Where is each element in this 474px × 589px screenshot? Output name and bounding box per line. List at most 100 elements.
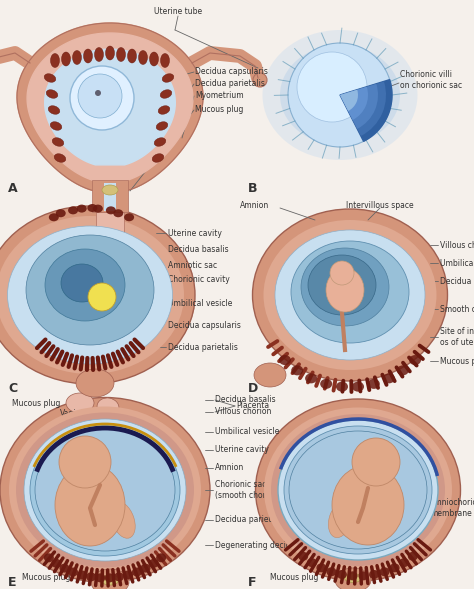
Ellipse shape <box>106 46 115 60</box>
Ellipse shape <box>352 382 364 392</box>
Ellipse shape <box>275 230 425 360</box>
Ellipse shape <box>76 369 114 397</box>
Ellipse shape <box>152 154 164 163</box>
Ellipse shape <box>48 105 60 114</box>
Ellipse shape <box>399 558 409 567</box>
Ellipse shape <box>101 575 119 585</box>
Ellipse shape <box>83 49 92 63</box>
Text: Uterine tube: Uterine tube <box>154 8 202 16</box>
Ellipse shape <box>161 54 170 68</box>
Ellipse shape <box>86 573 96 581</box>
Ellipse shape <box>326 268 364 312</box>
Ellipse shape <box>66 393 94 413</box>
Ellipse shape <box>105 573 115 583</box>
Ellipse shape <box>409 355 421 365</box>
Ellipse shape <box>254 363 286 387</box>
Circle shape <box>330 261 354 285</box>
Text: Mucous plug: Mucous plug <box>440 356 474 366</box>
Text: Intervillous space: Intervillous space <box>346 200 414 210</box>
Circle shape <box>59 436 111 488</box>
Ellipse shape <box>24 419 186 561</box>
Ellipse shape <box>0 206 195 384</box>
Ellipse shape <box>128 49 137 63</box>
Text: D: D <box>248 382 258 395</box>
Wedge shape <box>340 90 358 111</box>
Bar <box>104 183 116 211</box>
Text: A: A <box>8 181 18 194</box>
Ellipse shape <box>0 398 210 583</box>
Ellipse shape <box>75 204 86 213</box>
Ellipse shape <box>383 373 395 383</box>
Text: C: C <box>8 382 17 395</box>
Ellipse shape <box>68 567 78 577</box>
Text: Decidua parietalis: Decidua parietalis <box>195 80 265 88</box>
Polygon shape <box>340 80 392 141</box>
Text: Mucous plug: Mucous plug <box>270 574 319 583</box>
Ellipse shape <box>97 398 119 416</box>
Text: Decidua capsularis: Decidua capsularis <box>195 68 268 77</box>
Ellipse shape <box>336 382 348 392</box>
Bar <box>92 180 128 212</box>
Ellipse shape <box>94 48 103 61</box>
Circle shape <box>297 52 367 122</box>
Ellipse shape <box>114 573 124 581</box>
Circle shape <box>78 74 122 118</box>
Ellipse shape <box>51 54 60 68</box>
Text: Uterine cavity: Uterine cavity <box>215 445 269 455</box>
Ellipse shape <box>156 553 166 562</box>
Ellipse shape <box>95 573 105 583</box>
Circle shape <box>288 43 392 147</box>
Ellipse shape <box>358 571 368 580</box>
Ellipse shape <box>52 138 64 146</box>
Ellipse shape <box>328 502 352 538</box>
Ellipse shape <box>279 355 291 365</box>
Ellipse shape <box>291 365 303 375</box>
Text: Uterine cavity: Uterine cavity <box>168 229 222 237</box>
Ellipse shape <box>255 399 461 581</box>
Ellipse shape <box>278 420 438 560</box>
Ellipse shape <box>345 574 362 583</box>
Ellipse shape <box>111 502 135 538</box>
Ellipse shape <box>138 51 147 65</box>
Ellipse shape <box>280 45 400 145</box>
Ellipse shape <box>316 563 327 573</box>
Ellipse shape <box>44 553 54 562</box>
Text: Myometrium: Myometrium <box>195 91 244 101</box>
Ellipse shape <box>107 206 117 214</box>
Ellipse shape <box>263 30 418 160</box>
Text: Placenta: Placenta <box>236 402 269 411</box>
Text: Mucous plug: Mucous plug <box>22 574 70 583</box>
Ellipse shape <box>8 226 173 364</box>
Ellipse shape <box>390 563 400 573</box>
Ellipse shape <box>264 408 452 573</box>
Ellipse shape <box>62 52 71 66</box>
Ellipse shape <box>125 213 135 221</box>
Ellipse shape <box>0 216 184 374</box>
Ellipse shape <box>289 431 427 549</box>
Ellipse shape <box>102 185 118 195</box>
Text: Smooth chorion: Smooth chorion <box>440 305 474 313</box>
Ellipse shape <box>54 154 66 163</box>
Ellipse shape <box>253 209 447 381</box>
Ellipse shape <box>57 209 67 217</box>
Ellipse shape <box>284 426 432 554</box>
Ellipse shape <box>301 248 389 326</box>
Text: Decidua capsularis: Decidua capsularis <box>168 320 241 329</box>
Circle shape <box>70 66 134 130</box>
Ellipse shape <box>308 255 376 315</box>
Ellipse shape <box>16 412 194 567</box>
Circle shape <box>95 90 101 96</box>
Circle shape <box>352 438 400 486</box>
Ellipse shape <box>50 213 60 221</box>
Ellipse shape <box>368 379 380 389</box>
Ellipse shape <box>271 414 445 566</box>
Ellipse shape <box>94 204 104 213</box>
Text: Decidua basalis: Decidua basalis <box>215 395 275 405</box>
Ellipse shape <box>156 122 168 130</box>
Ellipse shape <box>298 552 308 561</box>
Text: Site of internal
os of uterus: Site of internal os of uterus <box>440 327 474 347</box>
Text: E: E <box>8 575 17 588</box>
Ellipse shape <box>369 570 379 579</box>
Ellipse shape <box>380 567 390 576</box>
Text: Decidua parietalis: Decidua parietalis <box>215 515 285 524</box>
